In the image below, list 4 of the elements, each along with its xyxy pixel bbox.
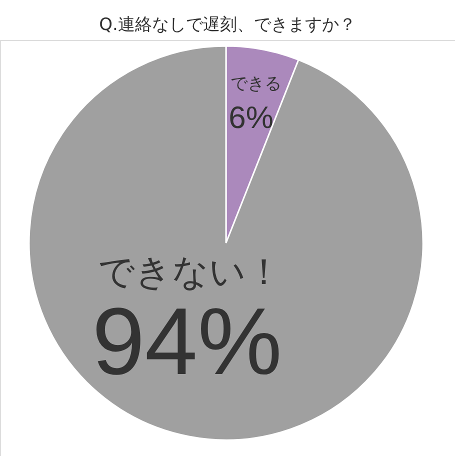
pie-slice: [28, 45, 424, 440]
slice-label: できる: [230, 74, 282, 94]
chart-title: Q.連絡なしで遅刻、できますか？: [99, 15, 356, 35]
data-label: 6%: [228, 100, 274, 135]
